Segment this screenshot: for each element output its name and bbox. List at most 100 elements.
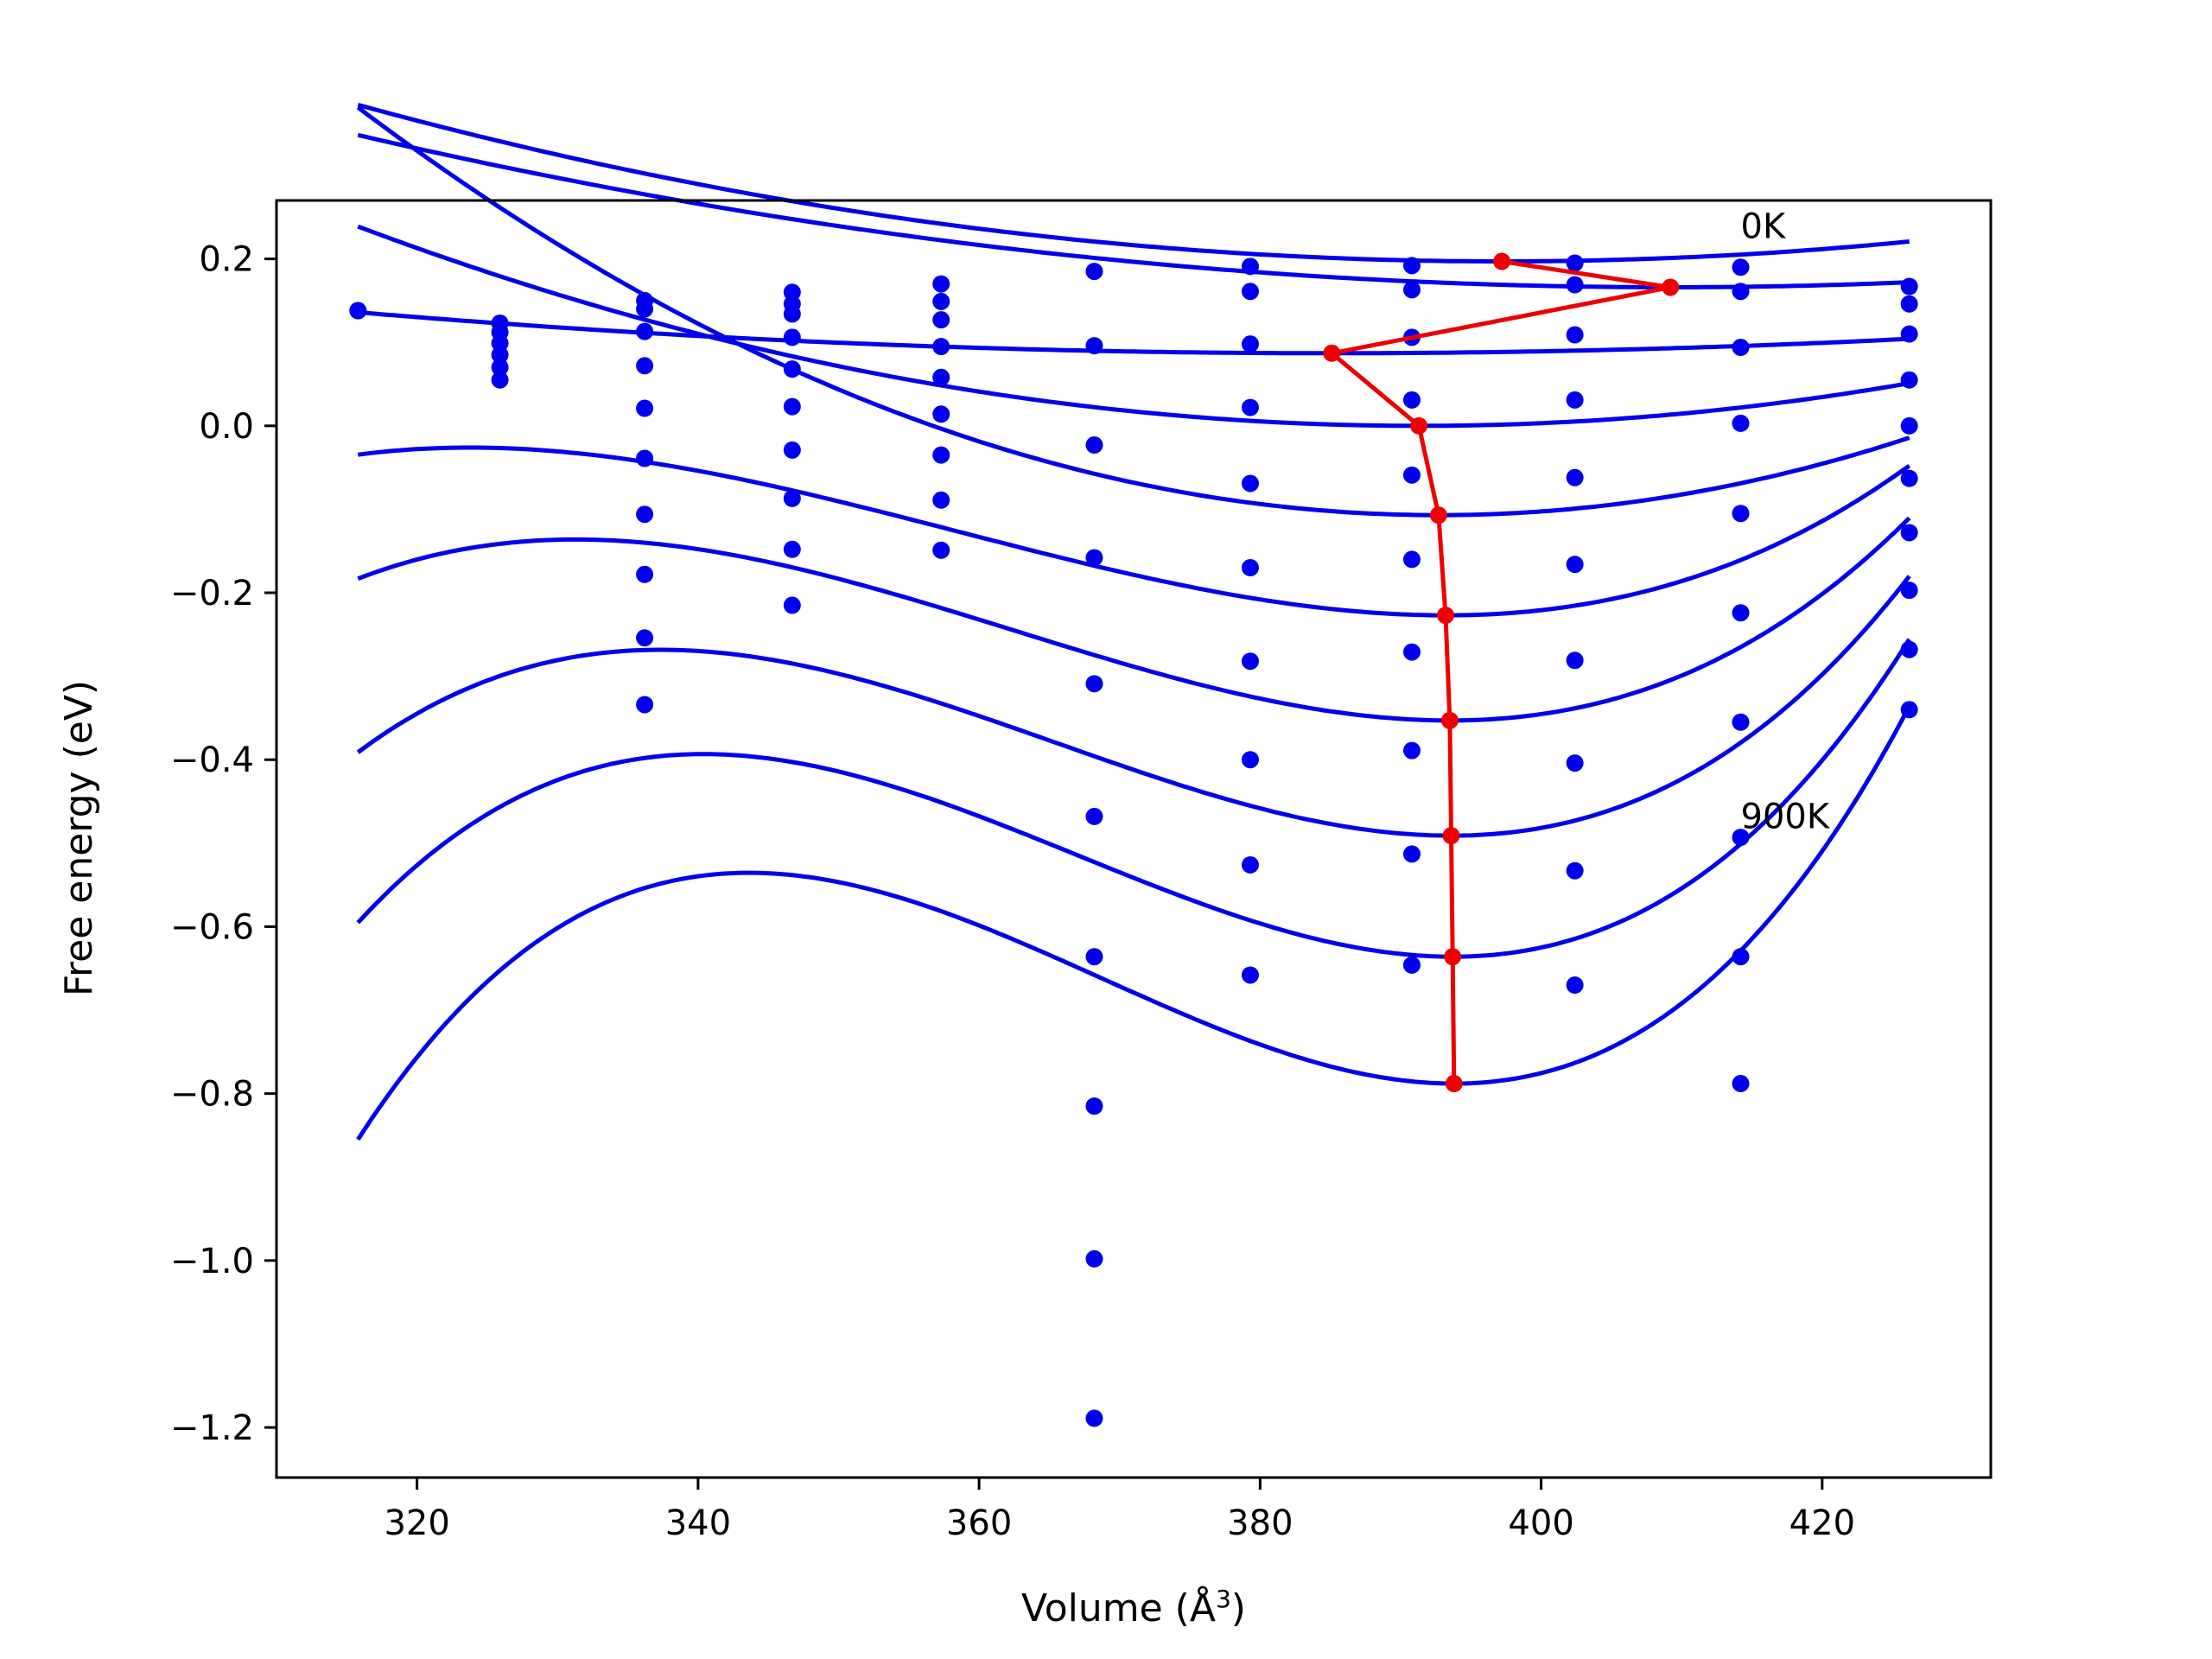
data-point [1241, 855, 1259, 874]
data-point [932, 292, 950, 310]
data-point [1566, 276, 1584, 294]
curve-annotation: 900K [1741, 797, 1831, 836]
minimum-point [1445, 1075, 1463, 1093]
fit-curve [357, 445, 1911, 618]
x-tick-label: 360 [946, 1503, 1012, 1543]
data-point [1085, 948, 1103, 966]
data-point [932, 541, 950, 559]
data-point [636, 629, 654, 647]
data-point [1085, 549, 1103, 567]
data-point [1402, 281, 1421, 299]
data-point [1241, 283, 1259, 301]
curve-annotations: 0K 900K [1741, 207, 1831, 836]
data-point [1732, 713, 1750, 731]
x-tick-label: 420 [1789, 1503, 1855, 1543]
data-point [1732, 1075, 1750, 1093]
curve-annotation: 0K [1741, 207, 1787, 246]
data-point [636, 399, 654, 417]
data-point [636, 696, 654, 714]
data-point [1241, 257, 1259, 276]
data-point [636, 322, 654, 340]
data-point [1900, 325, 1918, 343]
fit-curve [358, 310, 1910, 356]
minimum-point [1662, 278, 1680, 296]
data-point [1402, 550, 1421, 569]
data-point [1241, 652, 1259, 671]
x-axis-ticks: 320 340 360 380 400 420 [384, 1478, 1855, 1543]
data-point [1566, 861, 1584, 880]
data-point [1402, 391, 1421, 409]
data-point [1732, 604, 1750, 622]
data-point [1900, 295, 1918, 313]
data-point [783, 328, 801, 346]
y-tick-label: −0.4 [170, 741, 254, 780]
y-tick-label: −0.8 [170, 1075, 254, 1115]
x-tick-label: 380 [1227, 1503, 1293, 1543]
data-point [932, 491, 950, 509]
data-point [1241, 398, 1259, 416]
data-point [932, 405, 950, 423]
data-point [636, 449, 654, 467]
data-point [1566, 254, 1584, 272]
data-point [1566, 468, 1584, 486]
data-point [1900, 701, 1918, 719]
y-tick-label: −1.2 [170, 1408, 254, 1448]
fit-curves [356, 102, 1911, 1141]
data-point [932, 368, 950, 386]
x-tick-label: 340 [665, 1503, 731, 1543]
data-point [1732, 829, 1750, 847]
data-point [783, 540, 801, 558]
data-point [783, 397, 801, 416]
data-point [1402, 257, 1421, 275]
data-point [1085, 263, 1103, 281]
data-point [1085, 807, 1103, 825]
data-point [1241, 335, 1259, 353]
minimum-point [1440, 711, 1459, 729]
data-point [1900, 371, 1918, 389]
data-point [1566, 976, 1584, 995]
x-axis-title: Volume (Å3) [1021, 1585, 1246, 1630]
x-tick-label: 400 [1508, 1503, 1573, 1543]
data-point [636, 505, 654, 524]
plot-frame [275, 199, 1993, 1479]
y-tick-label: −1.0 [170, 1242, 254, 1281]
data-point [932, 338, 950, 356]
y-axis-ticks: 0.2 0.0 −0.2 −0.4 −0.6 −0.8 −1.0 −1.2 [170, 240, 276, 1448]
x-tick-label: 320 [384, 1503, 449, 1543]
y-axis-title: Free energy (eV) [57, 680, 101, 996]
data-point [783, 360, 801, 378]
fit-curve [357, 102, 1910, 264]
data-point [1900, 524, 1918, 542]
data-point [932, 275, 950, 293]
minimum-point [1442, 827, 1460, 845]
fit-curve [357, 132, 1910, 289]
data-point [1732, 339, 1750, 357]
data-point [1900, 640, 1918, 658]
data-point [1566, 391, 1584, 409]
data-point [1085, 337, 1103, 355]
data-point [1566, 326, 1584, 344]
data-point [1241, 474, 1259, 493]
data-point [1085, 1409, 1103, 1427]
data-point [783, 596, 801, 614]
fit-curve [356, 575, 1911, 838]
scatter-points [349, 254, 1918, 1427]
y-tick-label: 0.2 [199, 240, 254, 280]
data-point [1402, 643, 1421, 661]
data-point [491, 359, 509, 377]
minima-line [1326, 259, 1671, 1084]
data-point [636, 565, 654, 583]
data-point [1732, 414, 1750, 432]
fit-curve [357, 224, 1910, 429]
data-point [636, 357, 654, 375]
data-point [1085, 675, 1103, 693]
y-tick-label: 0.0 [199, 407, 254, 447]
minimum-point [1493, 252, 1511, 270]
minimum-point [1437, 607, 1455, 625]
data-point [1241, 559, 1259, 577]
y-tick-label: −0.2 [170, 574, 254, 613]
data-point [1900, 277, 1918, 296]
data-point [1085, 436, 1103, 454]
data-point [932, 311, 950, 329]
